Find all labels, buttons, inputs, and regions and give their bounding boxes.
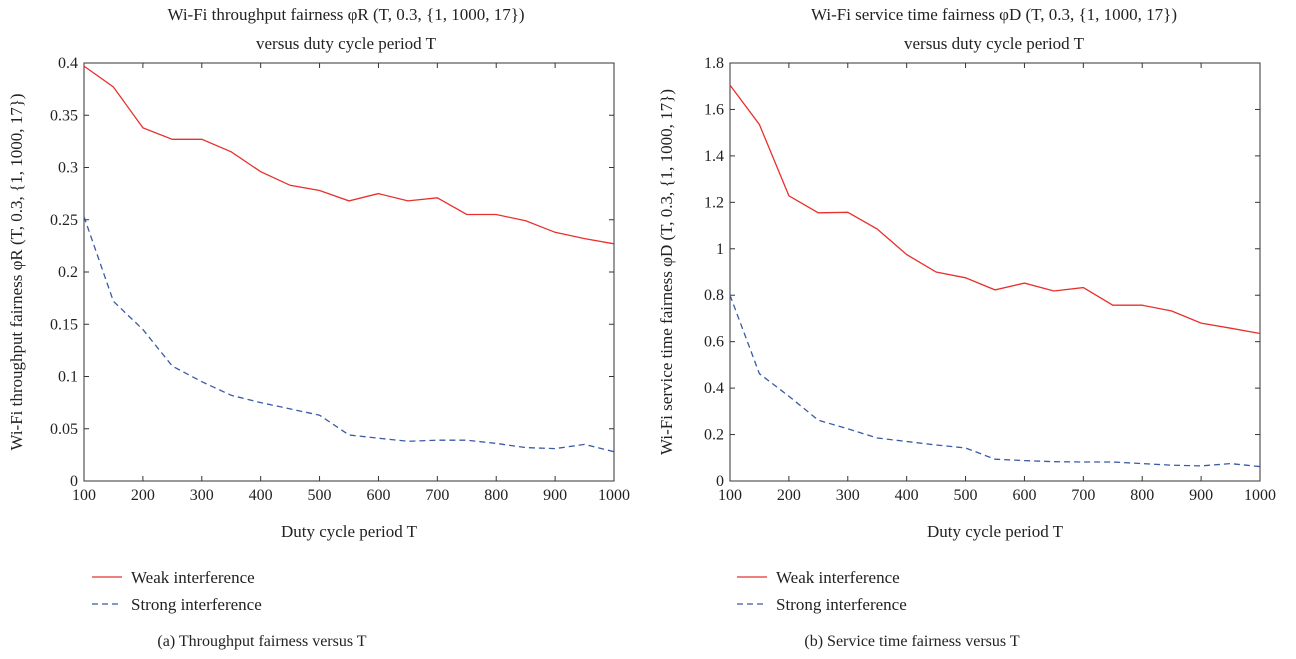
chart-subtitle: versus duty cycle period T: [904, 34, 1085, 53]
y-tick-label: 0.15: [50, 316, 78, 333]
y-tick-label: 0.2: [704, 427, 724, 444]
chart-title: Wi-Fi throughput fairness φR (T, 0.3, {1…: [167, 5, 524, 24]
x-tick-label: 700: [425, 487, 449, 504]
y-axis-label: Wi-Fi throughput fairness φR (T, 0.3, {1…: [7, 93, 26, 450]
y-tick-label: 0.1: [58, 369, 78, 386]
y-tick-label: 1.4: [704, 148, 724, 165]
x-tick-label: 200: [777, 487, 801, 504]
x-tick-label: 600: [1012, 487, 1036, 504]
chart-panel-a: Wi-Fi throughput fairness φR (T, 0.3, {1…: [7, 5, 630, 650]
y-tick-label: 1.6: [704, 101, 724, 118]
series-line-strong: [83, 216, 615, 453]
series-line-strong: [729, 294, 1261, 468]
y-tick-label: 1.8: [704, 55, 724, 72]
x-tick-label: 1000: [1244, 487, 1276, 504]
x-tick-label: 800: [1130, 487, 1154, 504]
x-tick-label: 600: [366, 487, 390, 504]
x-axis-label: Duty cycle period T: [927, 522, 1064, 541]
series-line-weak: [83, 65, 615, 245]
x-tick-label: 700: [1071, 487, 1095, 504]
y-tick-label: 0.4: [58, 55, 78, 72]
x-tick-label: 400: [249, 487, 273, 504]
chart-title: Wi-Fi service time fairness φD (T, 0.3, …: [811, 5, 1177, 24]
chart-panel-b: Wi-Fi service time fairness φD (T, 0.3, …: [657, 5, 1276, 650]
x-tick-label: 900: [1189, 487, 1213, 504]
y-tick-label: 0.6: [704, 334, 724, 351]
plot-frame: [83, 62, 615, 482]
x-tick-label: 800: [484, 487, 508, 504]
x-tick-label: 100: [718, 487, 742, 504]
legend-label: Strong interference: [776, 595, 907, 614]
y-tick-label: 0: [716, 473, 724, 490]
chart-subtitle: versus duty cycle period T: [256, 34, 437, 53]
y-tick-label: 0.3: [58, 160, 78, 177]
x-tick-label: 500: [308, 487, 332, 504]
y-tick-label: 0.4: [704, 380, 724, 397]
y-tick-label: 0.25: [50, 212, 78, 229]
figure-caption: (b) Service time fairness versus T: [804, 633, 1019, 650]
figure-caption: (a) Throughput fairness versus T: [157, 633, 366, 650]
plot-frame: [729, 62, 1261, 482]
series-line-weak: [729, 84, 1261, 335]
y-tick-label: 0.35: [50, 107, 78, 124]
y-tick-label: 0.8: [704, 287, 724, 304]
legend-label: Weak interference: [776, 568, 900, 587]
y-axis-label: Wi-Fi service time fairness φD (T, 0.3, …: [657, 89, 676, 455]
y-tick-label: 0.05: [50, 421, 78, 438]
x-tick-label: 400: [895, 487, 919, 504]
x-tick-label: 100: [72, 487, 96, 504]
x-tick-label: 1000: [598, 487, 630, 504]
legend-label: Weak interference: [131, 568, 255, 587]
x-axis-label: Duty cycle period T: [281, 522, 418, 541]
x-tick-label: 200: [131, 487, 155, 504]
x-tick-label: 500: [954, 487, 978, 504]
y-tick-label: 0.2: [58, 264, 78, 281]
y-tick-label: 0: [70, 473, 78, 490]
x-tick-label: 300: [836, 487, 860, 504]
x-tick-label: 900: [543, 487, 567, 504]
y-tick-label: 1: [716, 241, 724, 258]
y-tick-label: 1.2: [704, 194, 724, 211]
x-tick-label: 300: [190, 487, 214, 504]
legend-label: Strong interference: [131, 595, 262, 614]
